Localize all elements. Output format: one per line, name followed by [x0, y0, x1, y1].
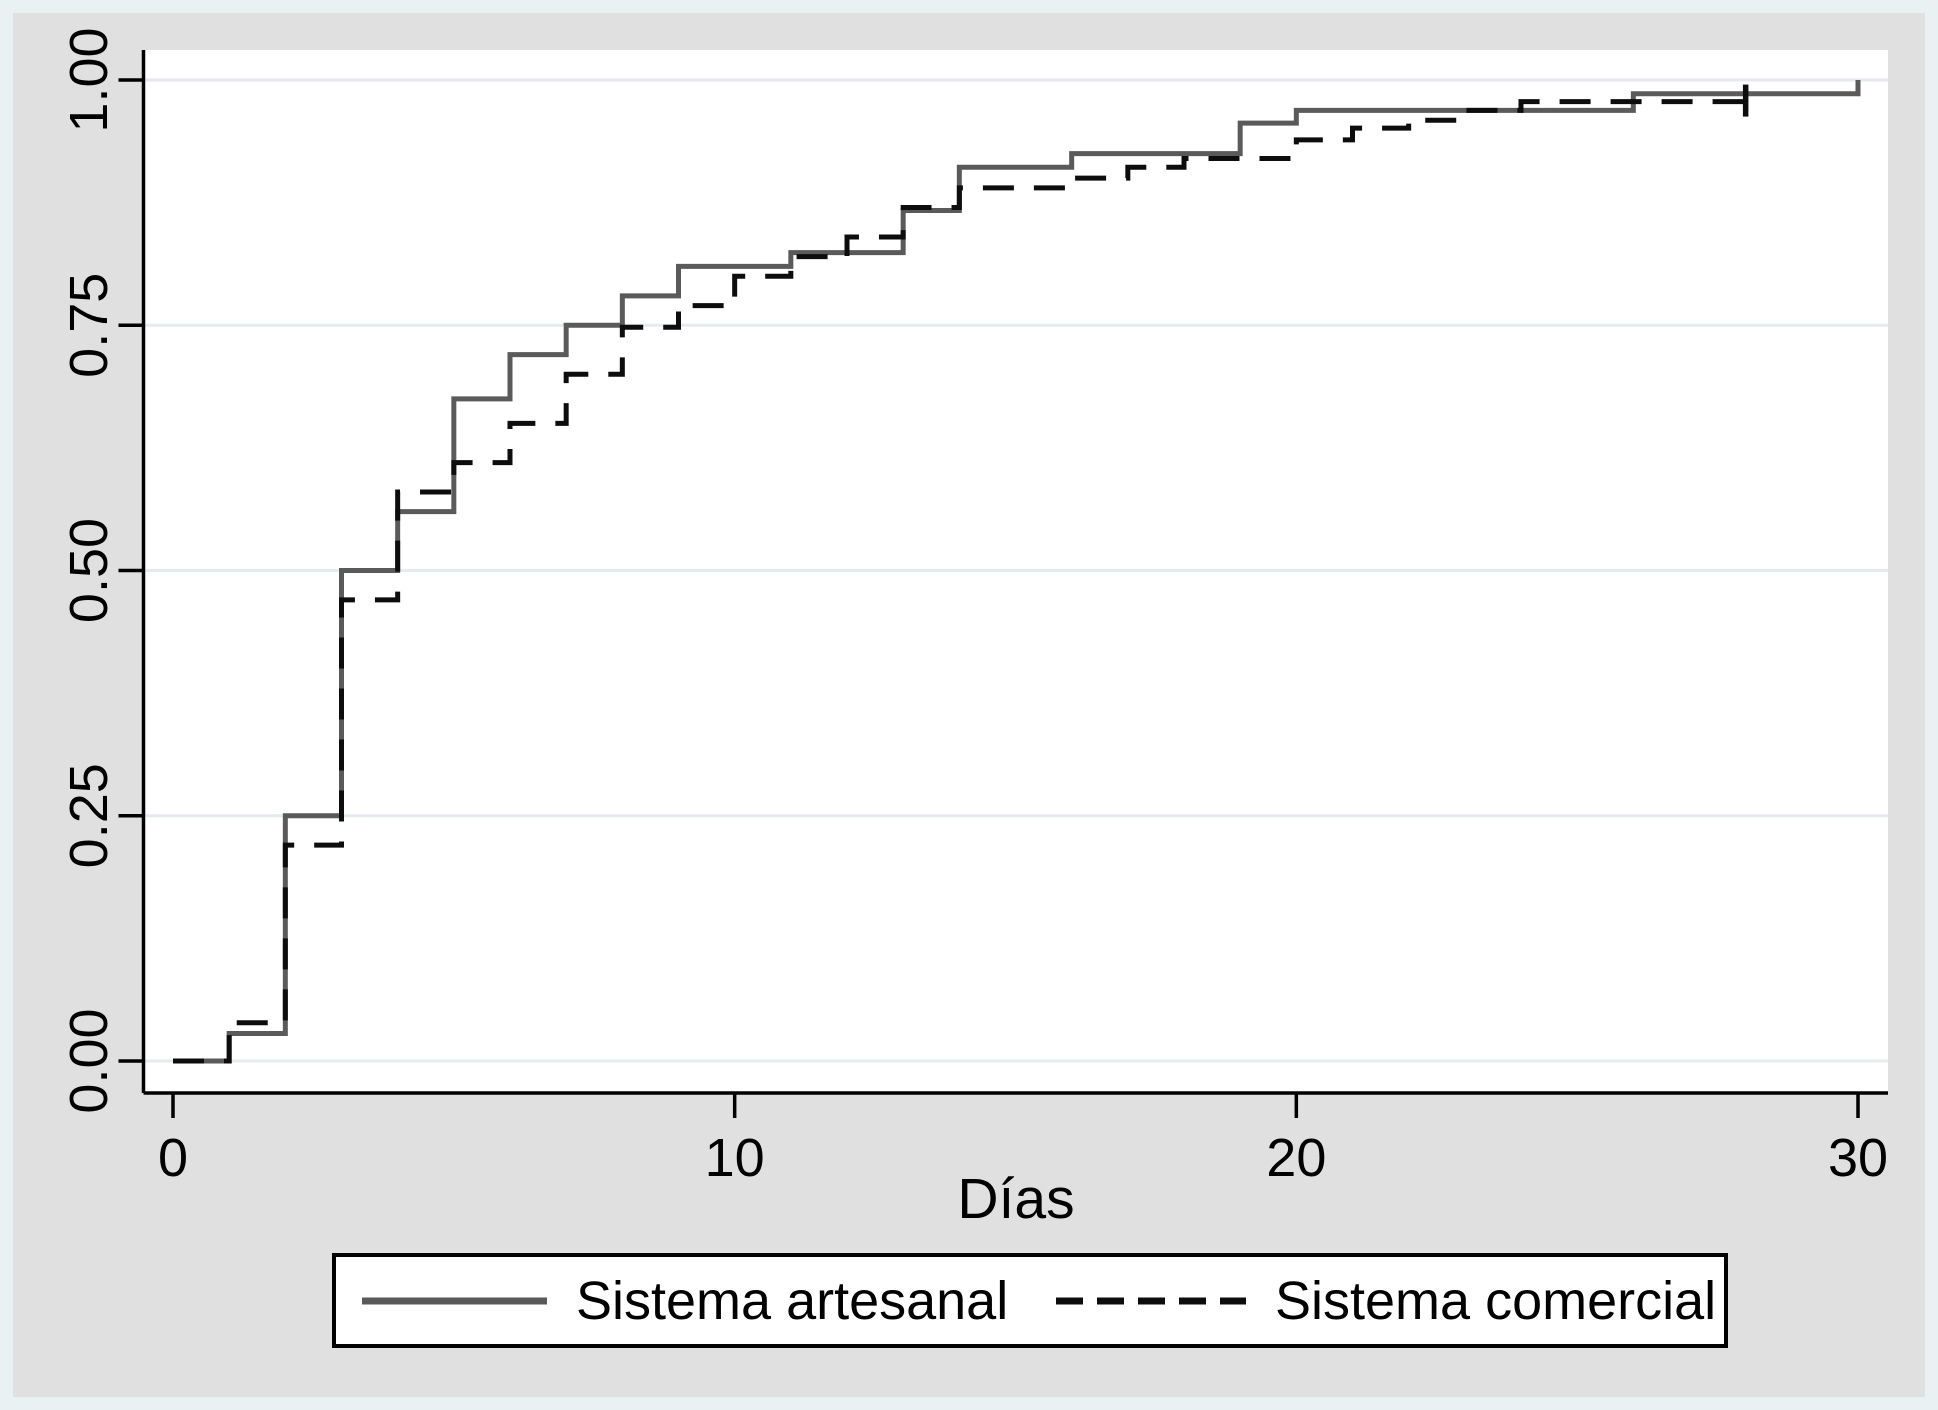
x-axis-title: Días — [957, 1167, 1075, 1231]
legend-item-artesanal: Sistema artesanal — [362, 1257, 1008, 1344]
x-tick-label-0: 0 — [158, 1128, 188, 1188]
y-tick-label-0.50: 0.50 — [59, 518, 119, 623]
y-tick-label-0.75: 0.75 — [59, 273, 119, 378]
legend-label-comercial: Sistema comercial — [1275, 1270, 1717, 1331]
y-tick-label-0.25: 0.25 — [59, 763, 119, 868]
legend-key-dashed-line — [1056, 1297, 1246, 1304]
legend-box: Sistema artesanal Sistema comercial — [332, 1253, 1728, 1348]
legend-key-solid-line — [362, 1297, 547, 1304]
legend-item-comercial: Sistema comercial — [1056, 1257, 1716, 1344]
y-tick-label-1.00: 1.00 — [59, 27, 119, 132]
x-tick-label-30: 30 — [1828, 1128, 1888, 1188]
legend-label-artesanal: Sistema artesanal — [576, 1270, 1009, 1331]
series-curve-comercial — [173, 99, 1746, 1064]
x-tick-label-10: 10 — [705, 1128, 765, 1188]
y-tick-label-0.00: 0.00 — [59, 1008, 119, 1113]
x-tick-label-20: 20 — [1266, 1128, 1326, 1188]
